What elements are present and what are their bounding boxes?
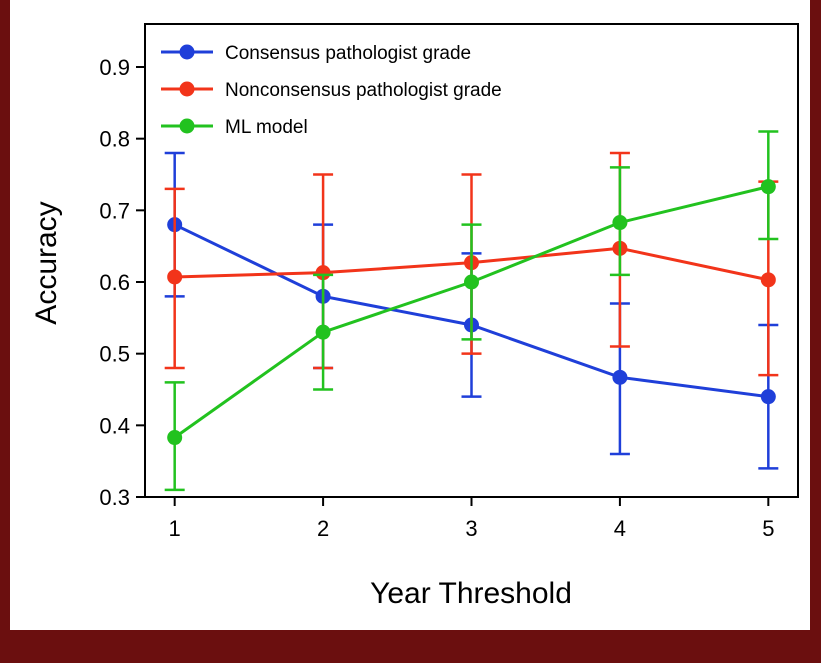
y-tick-label: 0.8 — [99, 127, 130, 152]
data-point — [612, 215, 628, 231]
data-point — [760, 179, 776, 195]
y-tick-label: 0.5 — [99, 342, 130, 367]
data-point — [464, 274, 479, 290]
x-tick-label: 5 — [762, 516, 774, 541]
legend-label: Consensus pathologist grade — [225, 43, 471, 64]
x-tick-label: 3 — [465, 516, 477, 541]
legend-marker — [179, 81, 195, 97]
legend: Consensus pathologist grade Nonconsensus … — [161, 43, 502, 138]
x-tick-label: 2 — [317, 516, 329, 541]
legend-label: ML model — [225, 117, 308, 138]
legend-marker — [179, 118, 195, 134]
data-point — [167, 430, 183, 446]
y-tick-label: 0.6 — [99, 270, 130, 295]
x-tick-label: 1 — [169, 516, 181, 541]
y-axis-title: Accuracy — [30, 201, 63, 324]
axes: 0.3 0.4 0.5 0.6 0.7 0.8 0.9 1 2 3 4 5 — [99, 55, 774, 541]
y-tick-label: 0.3 — [99, 485, 130, 510]
data-point — [315, 265, 331, 281]
legend-label: Nonconsensus pathologist grade — [225, 80, 502, 101]
data-point — [167, 269, 183, 285]
y-tick-label: 0.7 — [99, 198, 130, 223]
accuracy-line-chart: 0.3 0.4 0.5 0.6 0.7 0.8 0.9 1 2 3 4 5 Consensus pat… — [30, 23, 799, 610]
series-layer — [164, 130, 779, 492]
data-point — [315, 324, 331, 340]
data-point — [760, 272, 776, 288]
y-tick-label: 0.9 — [99, 55, 130, 80]
data-point — [612, 369, 628, 385]
x-axis-title: Year Threshold — [370, 577, 572, 610]
series-2 — [164, 130, 779, 492]
legend-marker — [179, 44, 195, 60]
chart-panel: 0.3 0.4 0.5 0.6 0.7 0.8 0.9 1 2 3 4 5 Consensus pat… — [10, 0, 810, 630]
data-point — [760, 389, 776, 405]
y-tick-label: 0.4 — [99, 413, 130, 438]
x-tick-label: 4 — [614, 516, 626, 541]
